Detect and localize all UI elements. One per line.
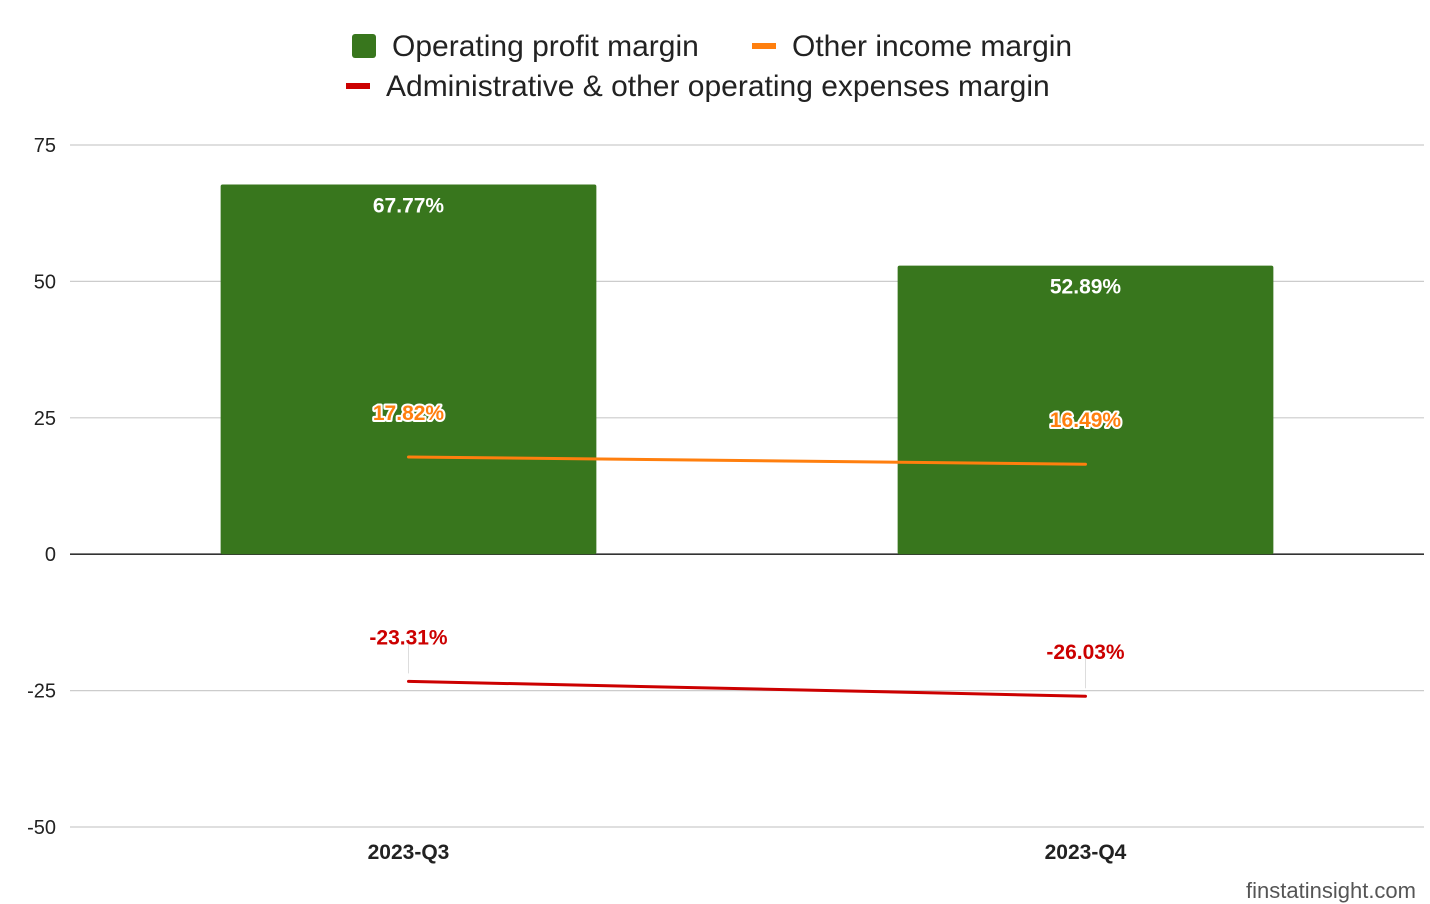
legend-swatch xyxy=(352,34,376,58)
series-line xyxy=(407,455,1087,466)
bar xyxy=(897,265,1274,555)
bar-data-label: 52.89% xyxy=(1050,276,1122,299)
bars xyxy=(220,184,1274,555)
line-data-label: -23.31% xyxy=(369,626,448,649)
y-tick-label: -25 xyxy=(27,681,56,703)
bar-data-label: 67.77% xyxy=(373,194,445,217)
series-line xyxy=(407,679,1087,698)
x-tick-label: 2023-Q3 xyxy=(368,841,450,864)
axis-labels: 75 50 25 0 -25 -50 2023-Q3 2023-Q4 xyxy=(27,135,1127,864)
y-tick-label: 0 xyxy=(45,544,56,566)
y-tick-label: 50 xyxy=(34,271,56,293)
y-tick-label: -50 xyxy=(27,817,56,839)
data-labels: 67.77% 52.89% 17.82% 16.49% -23.31% -26.03% xyxy=(369,194,1125,664)
x-tick-label: 2023-Q4 xyxy=(1045,841,1127,864)
line-data-label: 16.49% xyxy=(1050,409,1122,432)
lines xyxy=(407,455,1087,698)
legend-swatch xyxy=(752,43,776,49)
legend-label: Administrative & other operating expense… xyxy=(386,70,1050,103)
bar xyxy=(220,184,597,555)
y-tick-label: 25 xyxy=(34,408,56,430)
line-data-label: 17.82% xyxy=(373,402,445,425)
legend-label: Other income margin xyxy=(792,30,1072,63)
watermark: finstatinsight.com xyxy=(1246,878,1416,903)
line-data-label: -26.03% xyxy=(1046,641,1125,664)
legend: Operating profit margin Other income marg… xyxy=(346,30,1072,103)
y-tick-label: 75 xyxy=(34,135,56,157)
legend-swatch xyxy=(346,83,370,89)
legend-label: Operating profit margin xyxy=(392,30,699,63)
